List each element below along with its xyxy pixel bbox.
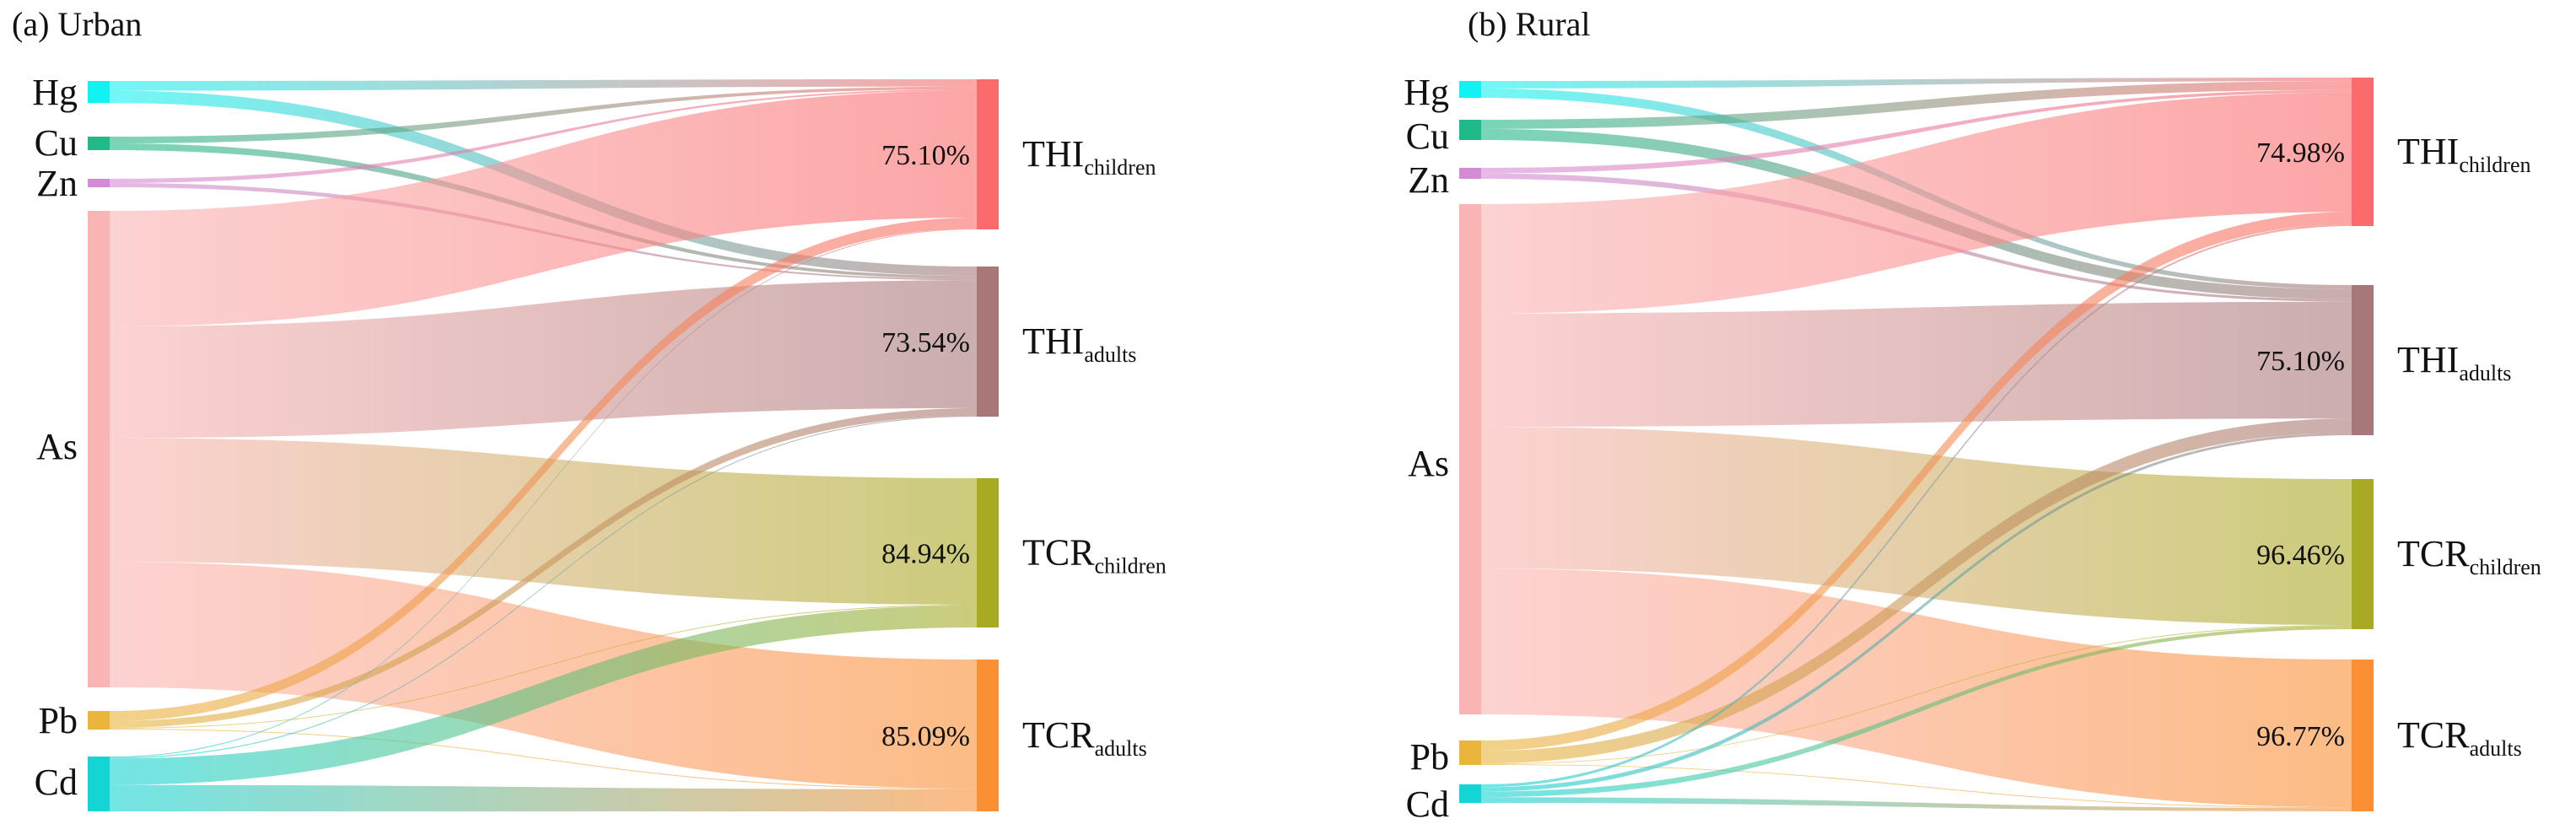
link-Cd-TCRc xyxy=(1481,626,2352,798)
link-Cd-THIa xyxy=(110,415,977,759)
link-Pb-THIc xyxy=(110,218,977,721)
source-label-as: As xyxy=(36,426,78,467)
target-node-thia xyxy=(977,267,999,417)
link-Cd-THIc xyxy=(1481,224,2352,788)
link-Zn-THIc xyxy=(110,89,977,183)
source-node-zn xyxy=(1459,168,1481,179)
link-Cd-TCRa xyxy=(1481,797,2352,811)
source-label-pb: Pb xyxy=(39,700,78,741)
source-node-pb xyxy=(1459,741,1481,765)
source-node-cd xyxy=(88,757,110,811)
source-node-cu xyxy=(1459,120,1481,140)
link-Cd-THIa xyxy=(1481,433,2352,792)
panel-title: (b) Rural xyxy=(1468,5,1591,43)
link-As-THIa xyxy=(110,280,977,439)
target-node-thia xyxy=(2352,285,2374,435)
target-node-tcra xyxy=(2352,660,2374,811)
link-Pb-THIa xyxy=(1481,418,2352,764)
target-percent-tcra: 96.77% xyxy=(2256,721,2345,752)
target-percent-thia: 75.10% xyxy=(2256,346,2345,377)
source-label-cu: Cu xyxy=(35,122,78,164)
source-node-cu xyxy=(88,137,110,150)
source-node-cd xyxy=(1459,784,1481,803)
link-Cu-THIc xyxy=(1481,81,2352,129)
target-label-thia: THIadults xyxy=(1022,320,1136,367)
link-Pb-THIc xyxy=(1481,212,2352,751)
target-node-thic xyxy=(2352,78,2374,226)
link-Pb-THIa xyxy=(110,407,977,728)
target-label-thic: THIchildren xyxy=(1022,133,1156,180)
link-Cd-THIc xyxy=(110,228,977,758)
source-node-hg xyxy=(1459,81,1481,98)
target-node-thic xyxy=(977,79,999,229)
source-node-pb xyxy=(88,711,110,730)
target-label-tcrc: TCRchildren xyxy=(1022,532,1167,579)
link-As-TCRa xyxy=(110,562,977,789)
source-label-pb: Pb xyxy=(1410,736,1449,778)
panel-title: (a) Urban xyxy=(12,5,142,43)
source-label-cu: Cu xyxy=(1406,116,1449,157)
target-percent-thic: 74.98% xyxy=(2256,137,2345,169)
link-Pb-TCRc xyxy=(1481,625,2352,765)
source-label-as: As xyxy=(1408,443,1449,484)
target-percent-tcrc: 96.46% xyxy=(2256,540,2345,571)
link-Pb-TCRc xyxy=(110,605,977,729)
source-label-hg: Hg xyxy=(32,72,78,113)
target-percent-thic: 75.10% xyxy=(881,140,970,171)
target-label-thia: THIadults xyxy=(2397,339,2511,385)
link-As-THIc xyxy=(1481,92,2352,314)
target-label-thic: THIchildren xyxy=(2397,131,2531,177)
link-Cu-THIc xyxy=(110,86,977,143)
source-node-hg xyxy=(88,81,110,103)
source-label-zn: Zn xyxy=(36,163,78,204)
link-As-TCRc xyxy=(1481,427,2352,626)
link-Zn-THIc xyxy=(1481,89,2352,174)
link-As-TCRc xyxy=(110,438,977,605)
link-Cd-TCRa xyxy=(110,784,977,811)
target-node-tcra xyxy=(977,660,999,811)
source-label-hg: Hg xyxy=(1404,72,1449,113)
link-Pb-TCRa xyxy=(110,729,977,789)
link-Hg-THIc xyxy=(110,79,977,91)
source-label-cd: Cd xyxy=(1406,784,1449,824)
target-label-tcra: TCRadults xyxy=(2397,714,2522,761)
source-label-zn: Zn xyxy=(1408,159,1449,201)
target-label-tcra: TCRadults xyxy=(1022,714,1147,761)
source-node-as xyxy=(1459,204,1481,714)
links xyxy=(1481,78,2352,811)
links xyxy=(110,79,977,811)
link-Hg-THIc xyxy=(1481,78,2352,89)
link-As-THIc xyxy=(110,90,977,327)
link-As-THIa xyxy=(1481,301,2352,428)
target-node-tcrc xyxy=(2352,479,2374,629)
source-node-as xyxy=(88,211,110,687)
link-Cd-TCRc xyxy=(110,606,977,785)
source-node-zn xyxy=(88,179,110,187)
target-percent-tcra: 85.09% xyxy=(881,721,970,752)
target-label-tcrc: TCRchildren xyxy=(2397,533,2541,579)
target-percent-thia: 73.54% xyxy=(881,327,970,358)
link-Pb-TCRa xyxy=(1481,764,2352,809)
link-As-TCRa xyxy=(1481,568,2352,808)
source-label-cd: Cd xyxy=(35,762,78,803)
target-percent-tcrc: 84.94% xyxy=(881,539,970,570)
target-node-tcrc xyxy=(977,478,999,627)
